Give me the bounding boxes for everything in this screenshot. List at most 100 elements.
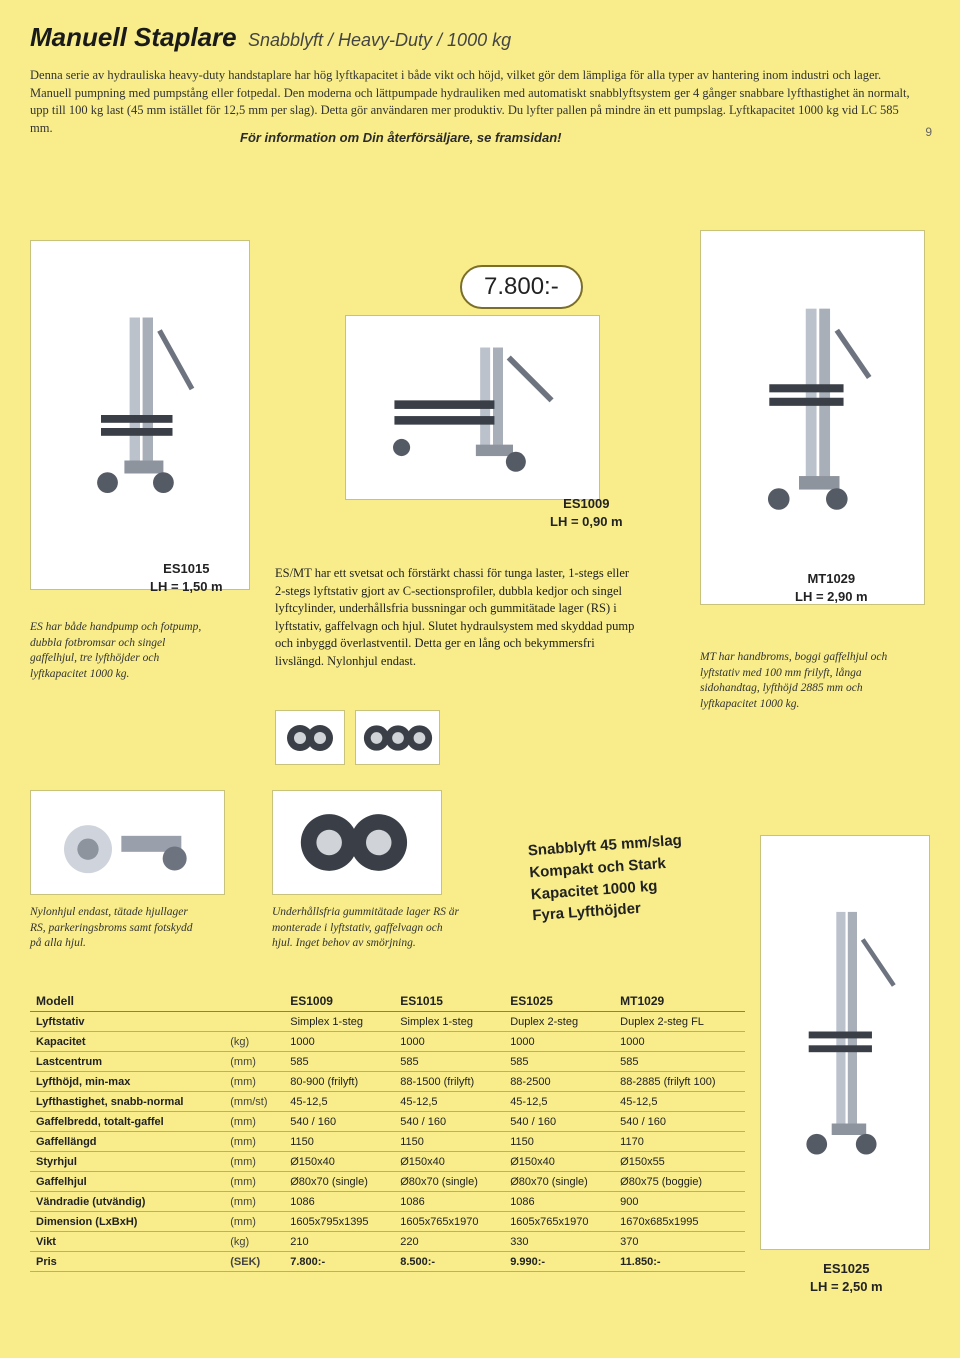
- cell-value: 1086: [284, 1192, 394, 1212]
- bearing-icon: [359, 718, 437, 758]
- page-number: 9: [925, 125, 932, 139]
- row-label: Gaffelbredd, totalt-gaffel: [30, 1112, 224, 1132]
- lh-value: LH = 2,50 m: [810, 1278, 883, 1296]
- cell-value: 210: [284, 1232, 394, 1252]
- wheel-icon: [48, 800, 208, 885]
- table-row: Vändradie (utvändig)(mm)108610861086900: [30, 1192, 745, 1212]
- cell-value: 900: [614, 1192, 745, 1212]
- promo-block: Snabblyft 45 mm/slag Kompakt och Stark K…: [527, 830, 687, 928]
- price-badge: 7.800:-: [460, 265, 583, 309]
- caption-es: ES har både handpump och fotpump, dubbla…: [30, 620, 205, 682]
- label-es1009: ES1009 LH = 0,90 m: [550, 495, 623, 530]
- col-model: ES1015: [394, 990, 504, 1012]
- table-row: Dimension (LxBxH)(mm)1605x795x13951605x7…: [30, 1212, 745, 1232]
- row-unit: (mm): [224, 1152, 284, 1172]
- table-row: Lastcentrum(mm)585585585585: [30, 1052, 745, 1072]
- cell-value: 1605x765x1970: [394, 1212, 504, 1232]
- product-image-es1015: [30, 240, 250, 590]
- spec-table: Modell ES1009 ES1015 ES1025 MT1029 Lyfts…: [30, 990, 745, 1272]
- caption-mt: MT har handbroms, boggi gaffelhjul och l…: [700, 650, 920, 712]
- cell-value: 1150: [394, 1132, 504, 1152]
- cell-value: 370: [614, 1232, 745, 1252]
- row-unit: (mm): [224, 1112, 284, 1132]
- cell-value: 45-12,5: [504, 1092, 614, 1112]
- cell-value: 45-12,5: [614, 1092, 745, 1112]
- caption-nylon: Nylonhjul endast, tätade hjullager RS, p…: [30, 905, 205, 952]
- cell-value: 1605x795x1395: [284, 1212, 394, 1232]
- table-row: Kapacitet(kg)1000100010001000: [30, 1032, 745, 1052]
- cell-value: 1150: [504, 1132, 614, 1152]
- cell-value: Ø150x40: [394, 1152, 504, 1172]
- cell-value: 9.990:-: [504, 1252, 614, 1272]
- label-mt1029: MT1029 LH = 2,90 m: [795, 570, 868, 605]
- cell-value: Ø80x70 (single): [394, 1172, 504, 1192]
- table-row: Styrhjul(mm)Ø150x40Ø150x40Ø150x40Ø150x55: [30, 1152, 745, 1172]
- row-unit: (mm): [224, 1172, 284, 1192]
- cell-value: 540 / 160: [284, 1112, 394, 1132]
- bearing-icon: [280, 718, 340, 758]
- cell-value: Ø150x55: [614, 1152, 745, 1172]
- model-code: ES1009: [550, 495, 623, 513]
- cell-value: 1086: [504, 1192, 614, 1212]
- cell-value: 45-12,5: [284, 1092, 394, 1112]
- table-row: Gaffellängd(mm)1150115011501170: [30, 1132, 745, 1152]
- row-unit: [224, 1012, 284, 1032]
- stacker-icon: [745, 278, 880, 558]
- col-model: MT1029: [614, 990, 745, 1012]
- bearing-thumb-2: [355, 710, 440, 765]
- cell-value: 11.850:-: [614, 1252, 745, 1272]
- cell-value: Duplex 2-steg FL: [614, 1012, 745, 1032]
- label-es1025: ES1025 LH = 2,50 m: [810, 1260, 883, 1295]
- row-label: Vändradie (utvändig): [30, 1192, 224, 1212]
- cell-value: Ø150x40: [284, 1152, 394, 1172]
- cell-value: 1150: [284, 1132, 394, 1152]
- row-label: Pris: [30, 1252, 224, 1272]
- cell-value: 88-1500 (frilyft): [394, 1072, 504, 1092]
- table-row: Pris(SEK)7.800:-8.500:-9.990:-11.850:-: [30, 1252, 745, 1272]
- row-unit: (mm): [224, 1192, 284, 1212]
- cell-value: Ø150x40: [504, 1152, 614, 1172]
- table-row: Lyfthöjd, min-max(mm)80-900 (frilyft)88-…: [30, 1072, 745, 1092]
- table-header-row: Modell ES1009 ES1015 ES1025 MT1029: [30, 990, 745, 1012]
- title-main: Manuell Staplare: [30, 22, 237, 52]
- cell-value: 585: [284, 1052, 394, 1072]
- cell-value: 1000: [394, 1032, 504, 1052]
- product-image-es1025: [760, 835, 930, 1250]
- cell-value: 540 / 160: [614, 1112, 745, 1132]
- row-unit: (kg): [224, 1032, 284, 1052]
- col-model: ES1009: [284, 990, 394, 1012]
- bearing-large-thumb: [272, 790, 442, 895]
- row-label: Lyfthöjd, min-max: [30, 1072, 224, 1092]
- model-code: ES1025: [810, 1260, 883, 1278]
- model-code: MT1029: [795, 570, 868, 588]
- cell-value: 8.500:-: [394, 1252, 504, 1272]
- row-label: Kapacitet: [30, 1032, 224, 1052]
- title-sub: Snabblyft / Heavy-Duty / 1000 kg: [248, 30, 511, 50]
- row-unit: (mm/st): [224, 1092, 284, 1112]
- table-row: LyftstativSimplex 1-stegSimplex 1-stegDu…: [30, 1012, 745, 1032]
- cell-value: Duplex 2-steg: [504, 1012, 614, 1032]
- col-label: Modell: [30, 990, 224, 1012]
- mid-paragraph: ES/MT har ett svetsat och förstärkt chas…: [275, 565, 635, 670]
- table-row: Gaffelhjul(mm)Ø80x70 (single)Ø80x70 (sin…: [30, 1172, 745, 1192]
- cell-value: Simplex 1-steg: [394, 1012, 504, 1032]
- cell-value: 88-2500: [504, 1072, 614, 1092]
- cell-value: Ø80x75 (boggie): [614, 1172, 745, 1192]
- cell-value: 540 / 160: [394, 1112, 504, 1132]
- col-model: ES1025: [504, 990, 614, 1012]
- footer-text: För information om Din återförsäljare, s…: [240, 130, 561, 145]
- lh-value: LH = 1,50 m: [150, 578, 223, 596]
- row-unit: (mm): [224, 1132, 284, 1152]
- row-label: Styrhjul: [30, 1152, 224, 1172]
- row-label: Dimension (LxBxH): [30, 1212, 224, 1232]
- lh-value: LH = 0,90 m: [550, 513, 623, 531]
- lh-value: LH = 2,90 m: [795, 588, 868, 606]
- cell-value: 80-900 (frilyft): [284, 1072, 394, 1092]
- row-unit: (mm): [224, 1052, 284, 1072]
- wheel-thumb: [30, 790, 225, 895]
- cell-value: 1000: [504, 1032, 614, 1052]
- cell-value: 585: [504, 1052, 614, 1072]
- cell-value: 1670x685x1995: [614, 1212, 745, 1232]
- row-label: Lastcentrum: [30, 1052, 224, 1072]
- row-unit: (kg): [224, 1232, 284, 1252]
